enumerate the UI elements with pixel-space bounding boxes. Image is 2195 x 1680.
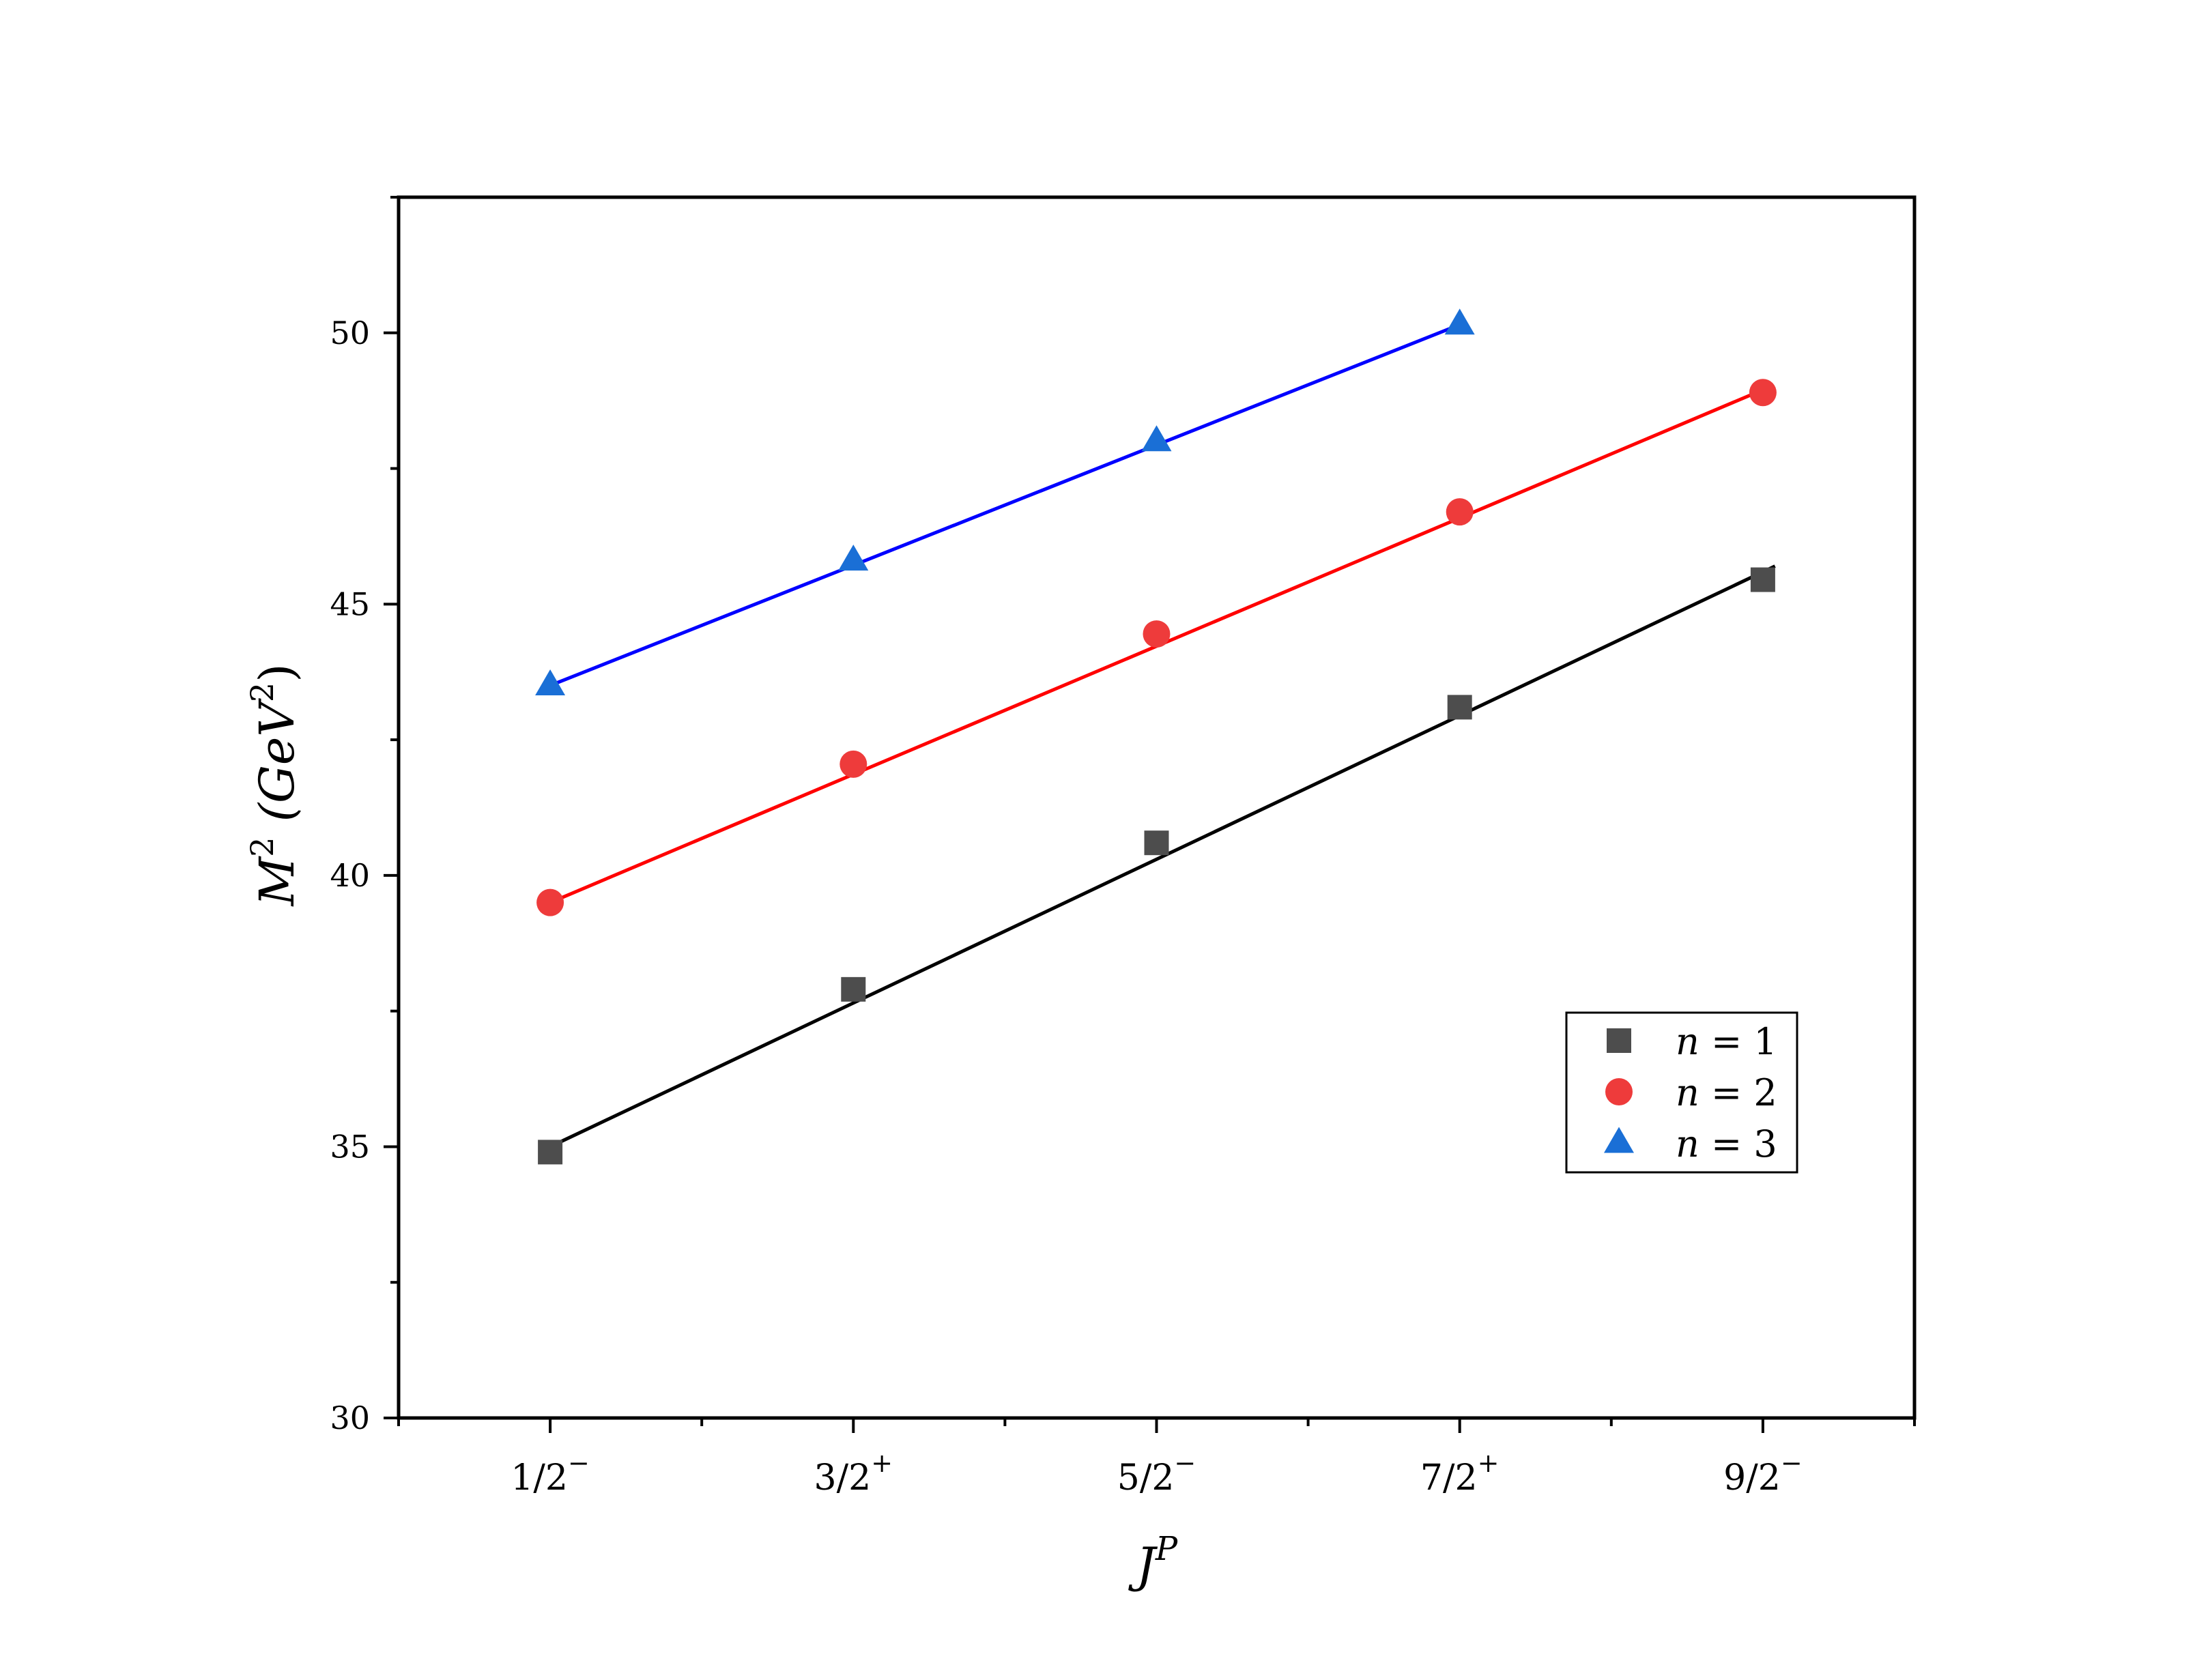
legend-label-n1: n = 1 bbox=[1676, 1020, 1777, 1063]
data-point-series-1 bbox=[1750, 567, 1775, 592]
plot-frame bbox=[397, 195, 1917, 1420]
x-axis-title: JP bbox=[1128, 1530, 1178, 1593]
x-tick-label: 1/2− bbox=[511, 1448, 590, 1498]
data-point-series-1 bbox=[1144, 830, 1169, 856]
x-tick-label: 5/2− bbox=[1117, 1448, 1196, 1498]
legend-label-n2-eq: = 2 bbox=[1699, 1071, 1777, 1114]
y-tick-label: 45 bbox=[330, 585, 370, 622]
data-point-series-1 bbox=[538, 1140, 563, 1165]
x-tick-label: 9/2− bbox=[1723, 1448, 1803, 1498]
legend-label-n3: n = 3 bbox=[1676, 1123, 1777, 1165]
legend-label-n1-eq: = 1 bbox=[1699, 1020, 1777, 1063]
data-point-series-2 bbox=[840, 750, 867, 778]
data-point-series-3 bbox=[535, 669, 566, 696]
x-tick-label: 7/2+ bbox=[1420, 1448, 1500, 1498]
fit-line-series-1 bbox=[549, 564, 1776, 1148]
y-axis-title-unit-sup: 2 bbox=[244, 682, 281, 702]
legend-marker-series-1 bbox=[1607, 1028, 1631, 1053]
y-axis-title-unit-close: ) bbox=[249, 663, 305, 682]
legend-label-n3-var: n bbox=[1676, 1123, 1699, 1165]
legend-markers bbox=[1604, 1028, 1634, 1153]
data-point-series-2 bbox=[1143, 620, 1171, 648]
y-axis-title-base: M bbox=[249, 856, 305, 908]
data-point-series-1 bbox=[1447, 695, 1472, 720]
y-tick-label: 40 bbox=[330, 857, 370, 894]
x-axis-title-base: J bbox=[1128, 1537, 1158, 1593]
data-point-series-2 bbox=[1446, 498, 1474, 526]
data-point-series-3 bbox=[1444, 308, 1475, 335]
x-axis-title-sup: P bbox=[1155, 1530, 1178, 1568]
data-point-series-1 bbox=[841, 976, 866, 1002]
data-point-series-3 bbox=[1141, 425, 1172, 452]
data-point-series-2 bbox=[536, 888, 564, 916]
legend-label-n2-var: n bbox=[1676, 1071, 1699, 1114]
y-tick-label: 50 bbox=[330, 315, 370, 351]
legend-marker-series-3 bbox=[1604, 1127, 1634, 1153]
data-markers bbox=[535, 308, 1777, 1165]
data-point-series-3 bbox=[838, 545, 869, 571]
legend-box bbox=[1565, 1011, 1798, 1174]
y-tick-label: 30 bbox=[330, 1400, 370, 1436]
y-tick-label: 35 bbox=[330, 1128, 370, 1165]
legend-label-n1-var: n bbox=[1676, 1020, 1699, 1063]
y-axis-title: M2 (GeV2) bbox=[244, 663, 305, 907]
axes: 30 35 40 45 50 1/2− 3/2+ 5/2− 7/2+ 9/2− bbox=[330, 195, 1917, 1498]
legend-label-n2: n = 2 bbox=[1676, 1071, 1777, 1114]
y-axis-title-sup: 2 bbox=[244, 837, 281, 857]
legend: n = 1 n = 2 n = 3 bbox=[1565, 1011, 1798, 1174]
fit-line-series-3 bbox=[549, 323, 1461, 687]
legend-marker-series-2 bbox=[1605, 1078, 1633, 1105]
data-point-series-2 bbox=[1749, 379, 1777, 407]
y-axis-title-unit: (GeV bbox=[249, 698, 305, 837]
legend-label-n3-eq: = 3 bbox=[1699, 1123, 1777, 1165]
x-tick-label: 3/2+ bbox=[814, 1448, 893, 1498]
